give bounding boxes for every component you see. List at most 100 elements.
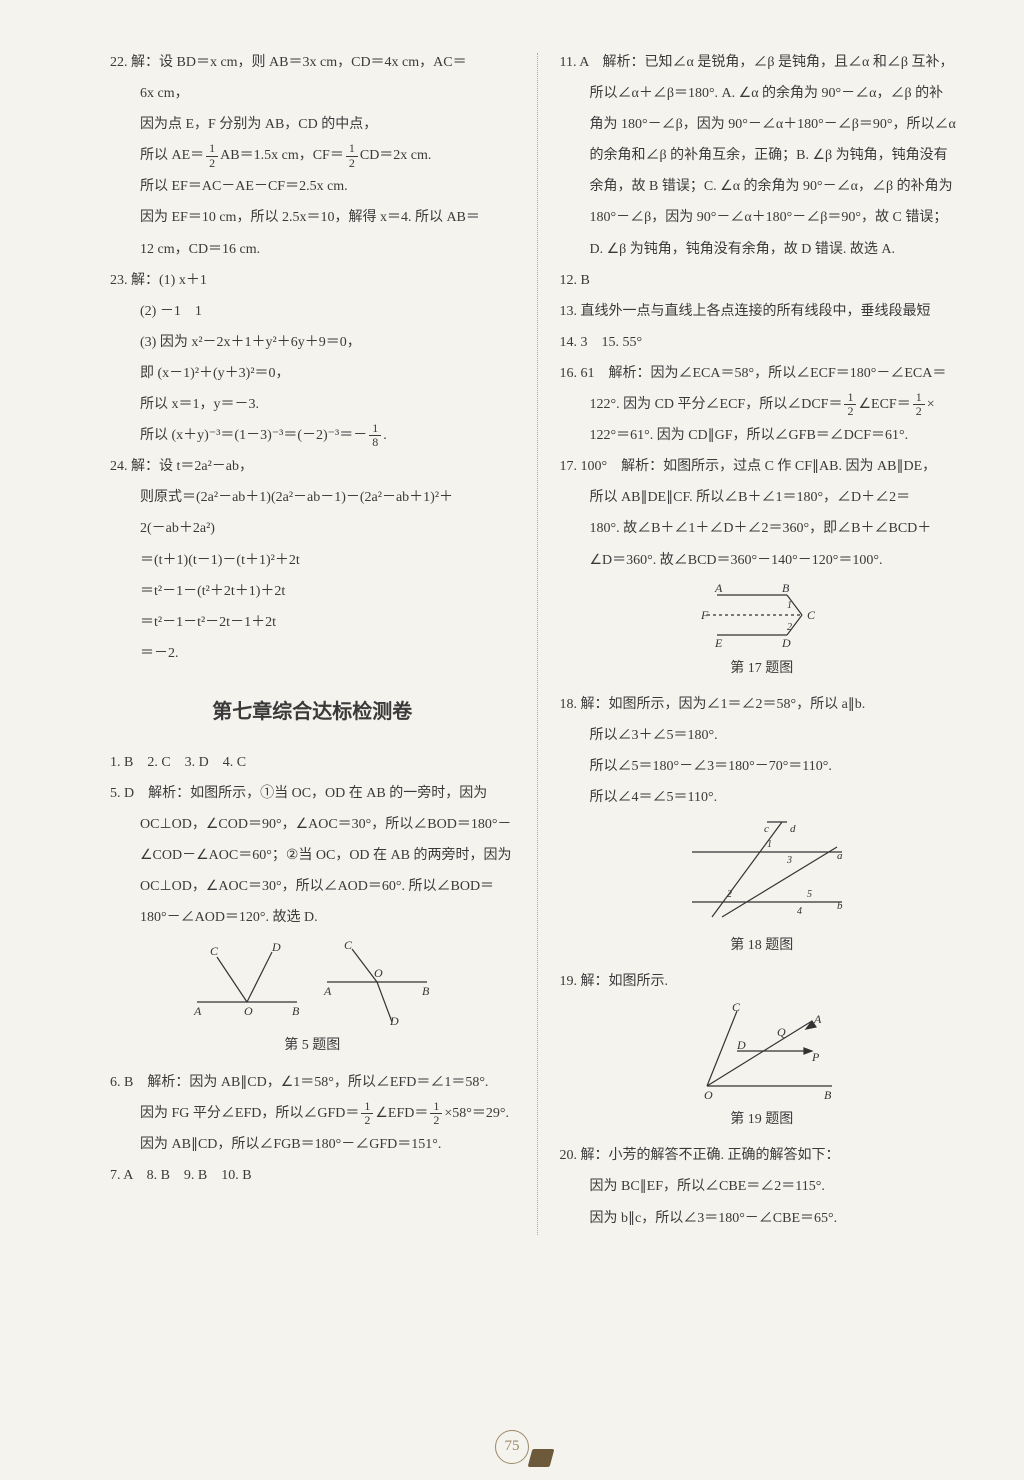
svg-text:F: F xyxy=(700,608,709,622)
page-number: 75 xyxy=(495,1430,529,1464)
text-line: 所以∠4＝∠5＝110°. xyxy=(560,783,965,813)
text-fragment: × xyxy=(927,397,935,412)
figure-caption: 第 17 题图 xyxy=(560,654,965,684)
text-fragment: 所以 AE＝ xyxy=(140,148,204,163)
text-line: 2(－ab＋2a²) xyxy=(110,514,515,544)
text-line: (3) 因为 x²－2x＋1＋y²＋6y＋9＝0， xyxy=(110,328,515,358)
text-line: 所以 EF＝AC－AE－CF＝2.5x cm. xyxy=(110,172,515,202)
column-divider xyxy=(537,53,538,1235)
text-line: 所以 AE＝12AB＝1.5x cm，CF＝12CD＝2x cm. xyxy=(110,141,515,171)
figure-caption: 第 18 题图 xyxy=(560,931,965,961)
text-line: ＝t²－1－t²－2t－1＋2t xyxy=(110,608,515,638)
text-line: (2) －1 1 xyxy=(110,297,515,327)
svg-text:P: P xyxy=(811,1050,820,1064)
text-line: OC⊥OD，∠COD＝90°，∠AOC＝30°，所以∠BOD＝180°－ xyxy=(110,810,515,840)
answer-row: 7. A 8. B 9. B 10. B xyxy=(110,1161,515,1191)
text-line: 180°. 故∠B＋∠1＋∠D＋∠2＝360°，即∠B＋∠BCD＋ xyxy=(560,514,965,544)
svg-text:C: C xyxy=(210,944,219,958)
text-line: 的余角和∠β 的补角互余，正确；B. ∠β 为钝角，钝角没有 xyxy=(560,141,965,171)
text-line: 因为点 E，F 分别为 AB，CD 的中点， xyxy=(110,110,515,140)
text-line: 所以∠α＋∠β＝180°. A. ∠α 的余角为 90°－∠α，∠β 的补 xyxy=(560,79,965,109)
svg-text:C: C xyxy=(732,1001,741,1014)
text-line: 12. B xyxy=(560,266,965,296)
svg-text:d: d xyxy=(790,823,796,835)
svg-text:O: O xyxy=(244,1004,253,1018)
text-line: ＝－2. xyxy=(110,639,515,669)
svg-text:a: a xyxy=(837,850,843,862)
svg-text:5: 5 xyxy=(807,889,812,900)
page-number-circle: 75 xyxy=(495,1430,529,1464)
svg-text:A: A xyxy=(714,581,723,595)
svg-text:c: c xyxy=(764,823,769,835)
text-line: ∠D＝360°. 故∠BCD＝360°－140°－120°＝100°. xyxy=(560,546,965,576)
text-line: 23. 解：(1) x＋1 xyxy=(110,266,515,296)
svg-text:1: 1 xyxy=(787,600,792,611)
figure-18-diagram: cd ab 1 3 2 5 4 xyxy=(672,817,852,927)
text-fragment: AB＝1.5x cm，CF＝ xyxy=(220,148,344,163)
text-fragment: 122°. 因为 CD 平分∠ECF，所以∠DCF＝ xyxy=(590,397,843,412)
text-line: 14. 3 15. 55° xyxy=(560,328,965,358)
text-line: 余角，故 B 错误；C. ∠α 的余角为 90°－∠α，∠β 的补角为 xyxy=(560,172,965,202)
figure-caption: 第 5 题图 xyxy=(110,1031,515,1061)
svg-text:C: C xyxy=(807,608,816,622)
svg-text:3: 3 xyxy=(786,855,792,866)
text-line: 11. A 解析：已知∠α 是锐角，∠β 是钝角，且∠α 和∠β 互补， xyxy=(560,48,965,78)
text-line: 所以 (x＋y)⁻³＝(1－3)⁻³＝(－2)⁻³＝－18. xyxy=(110,421,515,451)
figure-17-diagram: AB FC ED 1 2 xyxy=(687,580,837,650)
svg-text:A: A xyxy=(323,984,332,998)
text-line: ＝(t＋1)(t－1)－(t＋1)²＋2t xyxy=(110,546,515,576)
text-line: ＝t²－1－(t²＋2t＋1)＋2t xyxy=(110,577,515,607)
text-line: 即 (x－1)²＋(y＋3)²＝0， xyxy=(110,359,515,389)
svg-text:B: B xyxy=(824,1088,832,1101)
svg-text:O: O xyxy=(704,1088,713,1101)
text-line: 24. 解：设 t＝2a²－ab， xyxy=(110,452,515,482)
svg-text:O: O xyxy=(374,966,383,980)
text-line: D. ∠β 为钝角，钝角没有余角，故 D 错误. 故选 A. xyxy=(560,235,965,265)
text-line: 13. 直线外一点与直线上各点连接的所有线段中，垂线段最短 xyxy=(560,297,965,327)
chapter-title: 第七章综合达标检测卷 xyxy=(110,691,515,734)
svg-text:Q: Q xyxy=(777,1025,786,1039)
left-column: 22. 解：设 BD＝x cm，则 AB＝3x cm，CD＝4x cm，AC＝ … xyxy=(110,48,515,1235)
text-line: 所以∠3＋∠5＝180°. xyxy=(560,721,965,751)
text-line: 所以∠5＝180°－∠3＝180°－70°＝110°. xyxy=(560,752,965,782)
fraction: 12 xyxy=(844,391,856,418)
svg-text:A: A xyxy=(193,1004,202,1018)
text-line: 122°. 因为 CD 平分∠ECF，所以∠DCF＝12∠ECF＝12× xyxy=(560,390,965,420)
figure-19-diagram: C A O B D P Q xyxy=(682,1001,842,1101)
svg-text:B: B xyxy=(782,581,790,595)
text-line: 180°－∠AOD＝120°. 故选 D. xyxy=(110,903,515,933)
svg-text:2: 2 xyxy=(727,889,732,900)
text-fragment: CD＝2x cm. xyxy=(360,148,432,163)
book-icon xyxy=(528,1449,555,1467)
text-line: 12 cm，CD＝16 cm. xyxy=(110,235,515,265)
text-line: 因为 EF＝10 cm，所以 2.5x＝10，解得 x＝4. 所以 AB＝ xyxy=(110,203,515,233)
svg-text:D: D xyxy=(271,940,281,954)
svg-text:D: D xyxy=(389,1014,399,1027)
text-line: 因为 b∥c，所以∠3＝180°－∠CBE＝65°. xyxy=(560,1204,965,1234)
text-line: 122°＝61°. 因为 CD∥GF，所以∠GFB＝∠DCF＝61°. xyxy=(560,421,965,451)
figure-5-diagram: AOB CD AOB CD xyxy=(182,937,442,1027)
text-line: OC⊥OD，∠AOC＝30°，所以∠AOD＝60°. 所以∠BOD＝ xyxy=(110,872,515,902)
text-line: 因为 FG 平分∠EFD，所以∠GFD＝12∠EFD＝12×58°＝29°. xyxy=(110,1099,515,1129)
fraction: 12 xyxy=(346,142,358,169)
svg-text:b: b xyxy=(837,900,843,912)
answer-row: 1. B 2. C 3. D 4. C xyxy=(110,748,515,778)
text-fragment: . xyxy=(383,428,387,443)
text-line: 因为 AB∥CD，所以∠FGB＝180°－∠GFD＝151°. xyxy=(110,1130,515,1160)
text-line: 因为 BC∥EF，所以∠CBE＝∠2＝115°. xyxy=(560,1172,965,1202)
text-fragment: ∠EFD＝ xyxy=(375,1106,428,1121)
svg-text:D: D xyxy=(736,1038,746,1052)
svg-text:4: 4 xyxy=(797,906,802,917)
text-line: 17. 100° 解析：如图所示，过点 C 作 CF∥AB. 因为 AB∥DE， xyxy=(560,452,965,482)
text-line: 5. D 解析：如图所示，①当 OC，OD 在 AB 的一旁时，因为 xyxy=(110,779,515,809)
fraction: 12 xyxy=(430,1100,442,1127)
text-fragment: ×58°＝29°. xyxy=(444,1106,509,1121)
svg-text:B: B xyxy=(422,984,430,998)
text-line: 6x cm， xyxy=(110,79,515,109)
text-fragment: 所以 (x＋y)⁻³＝(1－3)⁻³＝(－2)⁻³＝－ xyxy=(140,428,367,443)
text-line: 180°－∠β，因为 90°－∠α＋180°－∠β＝90°，故 C 错误； xyxy=(560,203,965,233)
text-fragment: 因为 FG 平分∠EFD，所以∠GFD＝ xyxy=(140,1106,359,1121)
text-line: ∠COD－∠AOC＝60°；②当 OC，OD 在 AB 的两旁时，因为 xyxy=(110,841,515,871)
fraction: 12 xyxy=(913,391,925,418)
svg-text:A: A xyxy=(813,1012,822,1026)
